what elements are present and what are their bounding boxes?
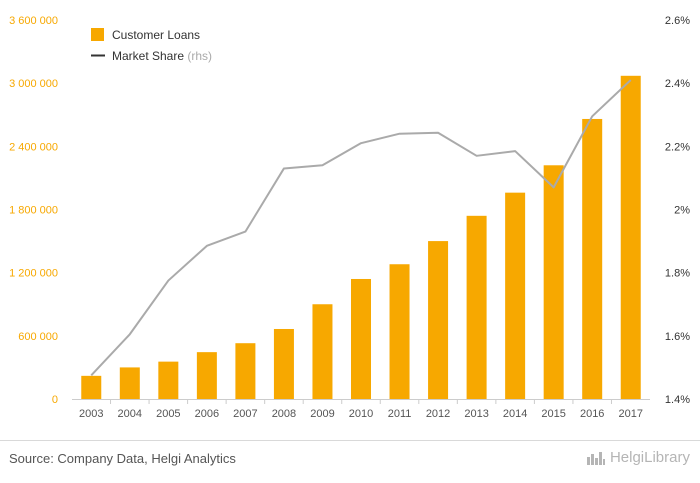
x-tick-label: 2016 bbox=[580, 408, 604, 420]
x-tick-label: 2005 bbox=[156, 408, 180, 420]
y2-tick-label: 2% bbox=[674, 205, 690, 217]
x-tick-label: 2017 bbox=[618, 408, 642, 420]
bar-customer-loans bbox=[543, 165, 564, 399]
y-tick-label: 0 bbox=[52, 394, 58, 406]
legend-label-customer-loans: Customer Loans bbox=[112, 28, 200, 42]
y-tick-label: 2 400 000 bbox=[9, 141, 58, 153]
x-tick-label: 2007 bbox=[233, 408, 257, 420]
x-tick-label: 2009 bbox=[310, 408, 334, 420]
y2-tick-label: 1.6% bbox=[665, 331, 690, 343]
bar-customer-loans bbox=[389, 264, 410, 399]
bar-customer-loans bbox=[312, 304, 333, 399]
city-skyline-icon bbox=[586, 451, 605, 465]
x-tick-label: 2006 bbox=[195, 408, 219, 420]
legend-swatch-customer-loans bbox=[91, 28, 104, 41]
bar-customer-loans bbox=[158, 361, 179, 399]
y2-tick-label: 1.4% bbox=[665, 394, 690, 406]
bar-customer-loans bbox=[235, 343, 256, 399]
y-tick-label: 600 000 bbox=[18, 331, 58, 343]
x-tick-label: 2014 bbox=[503, 408, 527, 420]
y2-tick-label: 2.4% bbox=[665, 78, 690, 90]
bar-customer-loans bbox=[351, 278, 371, 399]
y-tick-label: 3 000 000 bbox=[9, 78, 58, 90]
x-tick-label: 2003 bbox=[79, 408, 103, 420]
bar-customer-loans bbox=[273, 328, 294, 399]
brand-name: HelgiLibrary bbox=[609, 449, 690, 466]
x-tick-label: 2011 bbox=[388, 408, 412, 420]
bar-customer-loans bbox=[466, 215, 487, 399]
chart-area: 0 600 000 1 200 000 1 800 000 2 400 000 3 000… bbox=[9, 15, 690, 420]
bar-customer-loans bbox=[505, 192, 526, 399]
y-tick-label: 1 800 000 bbox=[9, 205, 58, 217]
y-tick-label: 1 200 000 bbox=[9, 268, 58, 280]
x-tick-label: 2012 bbox=[426, 408, 450, 420]
brand-logo[interactable]: HelgiLibrary bbox=[586, 449, 690, 466]
x-tick-label: 2015 bbox=[541, 408, 565, 420]
line-market-share bbox=[90, 79, 632, 376]
bar-customer-loans bbox=[582, 118, 603, 399]
y-tick-label: 3 600 000 bbox=[9, 15, 58, 27]
legend-suffix-rhs: (rhs) bbox=[187, 49, 212, 63]
x-tick-label: 2008 bbox=[272, 408, 296, 420]
legend-label-market-share: Market Share (rhs) bbox=[112, 49, 212, 63]
y2-tick-label: 2.2% bbox=[665, 141, 690, 153]
bar-customer-loans bbox=[620, 75, 641, 399]
bar-customer-loans bbox=[428, 241, 449, 399]
source-note: Source: Company Data, Helgi Analytics bbox=[9, 451, 236, 466]
bar-customer-loans bbox=[196, 352, 217, 399]
x-tick-label: 2010 bbox=[349, 408, 373, 420]
bar-customer-loans bbox=[119, 367, 140, 399]
y2-tick-label: 1.8% bbox=[665, 268, 690, 280]
x-tick-label: 2004 bbox=[118, 408, 142, 420]
bar-customer-loans bbox=[81, 375, 102, 399]
y2-tick-label: 2.6% bbox=[665, 15, 690, 27]
footer-divider bbox=[0, 440, 700, 441]
x-tick-label: 2013 bbox=[464, 408, 488, 420]
